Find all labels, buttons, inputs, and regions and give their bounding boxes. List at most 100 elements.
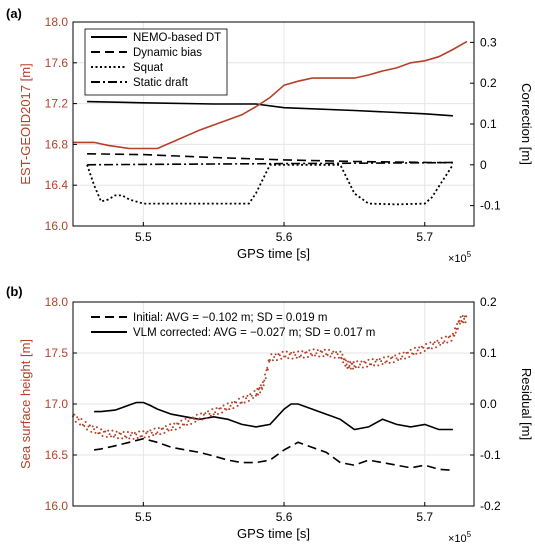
- p0-y-left-tick-label-2: 16.8: [45, 137, 69, 151]
- p1-ssh-dot-16-5: [290, 351, 293, 354]
- p1-ssh-dot-12-8: [252, 397, 255, 400]
- p1-ssh-dot-28-9: [450, 339, 453, 342]
- p1-ssh-dot-18-0: [311, 354, 314, 357]
- p1-ssh-dot-20-9: [345, 363, 348, 366]
- p1-ssh-dot-22-9: [366, 365, 369, 368]
- p1-ssh-dot-25-9: [408, 355, 411, 358]
- p1-ssh-dot-28-3: [442, 341, 445, 344]
- p1-ssh-dot-28-4: [443, 340, 446, 343]
- p1-ssh-dot-6-8: [167, 429, 170, 432]
- p1-ssh-dot-8-7: [194, 420, 197, 423]
- p1-ssh-dot-24-2: [384, 361, 387, 364]
- p1-ssh-dot-18-3: [315, 352, 318, 355]
- p0-x-tick-label-0: 5.5: [135, 230, 152, 244]
- p1-ssh-dot-27-6: [432, 343, 435, 346]
- p1-ssh-dot-7-9: [183, 423, 186, 426]
- p1-ssh-dot-11-0: [226, 402, 229, 405]
- p1-series-line-1: [94, 401, 453, 431]
- p0-y-left-tick-label-4: 17.6: [45, 56, 69, 70]
- p1-ssh-dot-26-2: [412, 352, 415, 355]
- p1-ssh-dot-9-4: [204, 412, 207, 415]
- p1-ssh-dot-14-0: [261, 381, 264, 384]
- p1-ssh-dot-20-2: [340, 357, 343, 360]
- p1-y-left-tick-label-3: 17.5: [45, 346, 69, 360]
- p1-ssh-dot-15-1: [270, 353, 273, 356]
- p1-ssh-dot-8-3: [188, 417, 191, 420]
- p1-ssh-dot-2-4: [105, 435, 108, 438]
- p1-ssh-dot-5-0: [142, 430, 145, 433]
- p1-ssh-dot-11-1: [228, 408, 231, 411]
- p1-ssh-dot-29-0: [451, 332, 454, 335]
- p0-y-left-axis-label: EST-GEOID2017 [m]: [18, 63, 33, 184]
- p1-ssh-dot-22-2: [356, 360, 359, 363]
- p1-ssh-dot-26-4: [415, 352, 418, 355]
- p1-ssh-dot-3-6: [122, 431, 125, 434]
- p1-ssh-dot-18-9: [323, 348, 326, 351]
- p1-y-right-tick-label-1: -0.1: [480, 448, 501, 462]
- p1-ssh-dot-4-0: [128, 437, 131, 440]
- p1-ssh-dot-4-9: [140, 435, 143, 438]
- p1-ssh-dot-6-9: [169, 423, 172, 426]
- p1-ssh-dot-3-8: [125, 436, 128, 439]
- panel-b: (b) 5.5 5.6 5.7 GPS time [s] ×105 16.0 16.5 17.…: [6, 284, 534, 545]
- p1-ssh-dot-30-6: [463, 317, 466, 320]
- p1-ssh-dot-24-0: [381, 363, 384, 366]
- p1-ssh-dot-5-6: [150, 431, 153, 434]
- p1-ssh-dot-9-9: [211, 408, 214, 411]
- p1-ssh-dot-28-5: [444, 335, 447, 338]
- p0-x-tick-label-1: 5.6: [276, 230, 293, 244]
- p1-ssh-dot-2-5: [107, 429, 110, 432]
- p1-ssh-dot-19-8: [336, 353, 339, 356]
- p1-ssh-dot-26-8: [420, 345, 423, 348]
- p1-ssh-dot-8-8: [195, 413, 198, 416]
- p1-ssh-dot-8-6: [193, 417, 196, 420]
- p1-x-tick-label-0: 5.5: [135, 510, 152, 524]
- p1-ssh-dot-24-9: [394, 354, 397, 357]
- p1-ssh-dot-3-5: [121, 437, 124, 440]
- p1-ssh-dot-5-5: [149, 429, 152, 432]
- p1-ssh-dot-6-5: [163, 431, 166, 434]
- p1-ssh-dot-15-6: [277, 353, 280, 356]
- p1-ssh-dot-21-7: [351, 362, 354, 365]
- p1-ssh-dot-19-6: [333, 356, 336, 359]
- p1-ssh-dot-27-3: [427, 346, 430, 349]
- p1-ssh-dot-26-6: [418, 346, 421, 349]
- p1-ssh-dot-4-1: [129, 434, 132, 437]
- p1-ssh-dot-29-7: [456, 327, 459, 330]
- p1-ssh-dot-10-9: [225, 408, 228, 411]
- p1-ssh-dot-5-8: [153, 427, 156, 430]
- p1-ssh-dot-19-5: [332, 350, 335, 353]
- p1-ssh-dot-10-7: [222, 404, 225, 407]
- p1-ssh-dot-2-6: [108, 433, 111, 436]
- p1-ssh-dot-25-3: [399, 357, 402, 360]
- p1-ssh-dot-13-7: [259, 384, 262, 387]
- p1-ssh-dot-0-5: [79, 423, 82, 426]
- p1-ssh-dot-22-5: [360, 360, 363, 363]
- p1-ssh-dot-17-2: [299, 354, 302, 357]
- p1-ssh-dot-6-4: [162, 427, 165, 430]
- p0-series-line-3: [87, 161, 453, 166]
- p1-ssh-dot-7-7: [180, 419, 183, 422]
- p1-ssh-dot-8-9: [197, 418, 200, 421]
- p1-ssh-dot-1-6: [94, 431, 97, 434]
- p1-ssh-dot-16-7: [292, 351, 295, 354]
- p1-ssh-dot-12-0: [240, 401, 243, 404]
- p1-ssh-dot-25-4: [401, 355, 404, 358]
- p0-y-left-tick-label-5: 18.0: [45, 15, 69, 29]
- p1-ssh-dot-24-6: [389, 357, 392, 360]
- p1-ssh-dot-5-7: [152, 434, 155, 437]
- p1-ssh-dot-21-3: [348, 364, 351, 367]
- p1-ssh-dot-28-7: [447, 336, 450, 339]
- p1-ssh-dot-4-7: [138, 430, 141, 433]
- p1-ssh-dot-30-9: [465, 315, 468, 318]
- p1-ssh-dot-10-1: [214, 411, 217, 414]
- p1-ssh-dot-18-2: [314, 354, 317, 357]
- p1-ssh-dot-11-8: [238, 397, 241, 400]
- p1-ssh-dot-0-2: [74, 420, 77, 423]
- p1-ssh-dot-27-8: [435, 346, 438, 349]
- p1-ssh-dot-15-9: [281, 350, 284, 353]
- p1-ssh-dot-22-4: [359, 363, 362, 366]
- p1-ssh-dot-28-1: [439, 343, 442, 346]
- p1-y-right-tick-label-2: 0.0: [480, 397, 497, 411]
- p1-ssh-dot-7-5: [177, 422, 180, 425]
